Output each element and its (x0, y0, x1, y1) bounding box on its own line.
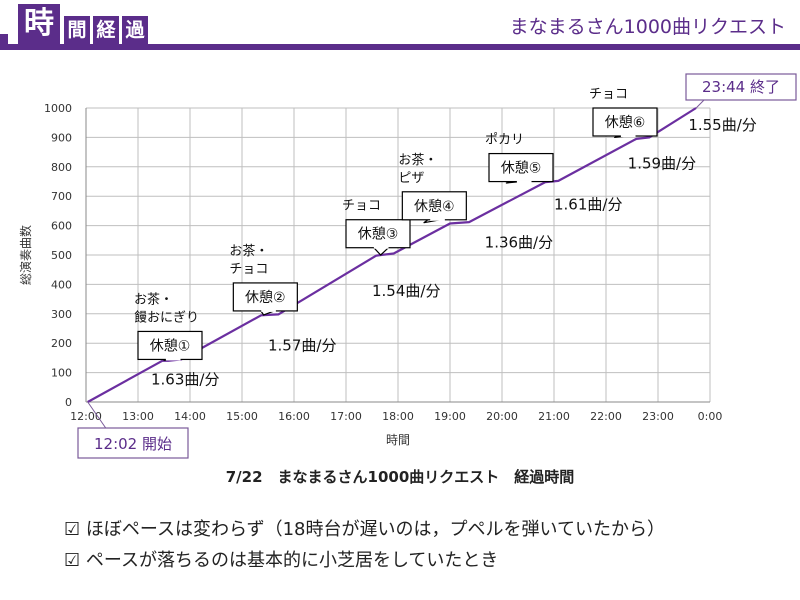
x-axis-label: 時間 (386, 433, 410, 447)
x-tick-label: 0:00 (698, 410, 723, 423)
rate-label: 1.54曲/分 (372, 282, 440, 300)
start-label: 12:02 開始 (94, 435, 172, 453)
callout-box (137, 330, 203, 361)
y-tick-label: 100 (51, 367, 72, 380)
header-tag (0, 34, 8, 44)
break-note: チョコ (229, 262, 268, 277)
y-tick-label: 500 (51, 249, 72, 262)
x-tick-label: 15:00 (226, 410, 258, 423)
break-note: チョコ (342, 199, 381, 214)
rate-label: 1.59曲/分 (628, 154, 696, 172)
chart-caption: 7/22 まなまるさん1000曲リクエスト 経過時間 (225, 468, 575, 486)
callout-box (232, 282, 298, 312)
rate-label: 1.63曲/分 (151, 370, 219, 388)
logo-char: 過 (122, 16, 148, 44)
y-tick-label: 1000 (44, 102, 72, 115)
logo-char: 間 (64, 16, 90, 44)
logo: 時 間 経 過 (18, 4, 148, 44)
break-note: ピザ (398, 171, 424, 186)
callout-box (401, 191, 467, 221)
break-label: 休憩③ (358, 226, 399, 243)
progress-chart: 0 100 200 300 400 500 600 700 800 900 1000 12:00 13:… (18, 73, 797, 459)
logo-sub: 間 経 過 (64, 16, 148, 44)
break-note: お茶・ (229, 243, 268, 259)
y-tick-label: 300 (51, 308, 72, 321)
logo-main: 時 (18, 4, 60, 44)
x-tick-label: 18:00 (382, 410, 414, 423)
y-tick-label: 0 (65, 396, 72, 409)
break-label: 休憩⑥ (605, 114, 646, 131)
rate-label: 1.57曲/分 (268, 337, 336, 355)
note-item: ☑ ペースが落ちるのは基本的に小芝居をしていたとき (64, 550, 499, 571)
start-box (77, 427, 189, 459)
y-axis-label: 総演奏曲数 (18, 225, 33, 285)
x-tick-label: 14:00 (174, 410, 206, 423)
callout-box (345, 219, 411, 249)
x-tick-label: 17:00 (330, 410, 362, 423)
rate-label: 1.61曲/分 (554, 195, 622, 213)
break-note: ポカリ (485, 133, 524, 148)
note-item: ☑ ほぼペースは変わらず（18時台が遅いのは，プペルを弾いていたから） (64, 519, 665, 540)
break-note: チョコ (589, 87, 628, 102)
x-tick-label: 21:00 (538, 410, 570, 423)
y-tick-label: 400 (51, 278, 72, 291)
callout-box (592, 107, 658, 137)
break-note: 饅おにぎり (134, 310, 199, 325)
break-label: 休憩② (245, 289, 286, 306)
y-tick-label: 700 (51, 190, 72, 203)
header: 時 間 経 過 まなまるさん1000曲リクエスト (0, 0, 800, 52)
logo-char: 経 (93, 16, 119, 44)
break-label: 休憩④ (414, 198, 455, 215)
x-tick-label: 12:00 (70, 410, 102, 423)
notes: ☑ ほぼペースは変わらず（18時台が遅いのは，プペルを弾いていたから） ☑ ペー… (64, 514, 665, 576)
y-tick-label: 600 (51, 220, 72, 233)
x-tick-label: 20:00 (486, 410, 518, 423)
break-label: 休憩⑤ (501, 160, 542, 177)
x-tick-label: 23:00 (642, 410, 674, 423)
header-bar (0, 44, 800, 50)
break-label: 休憩① (150, 337, 191, 354)
x-tick-label: 22:00 (590, 410, 622, 423)
start-leader (87, 401, 107, 429)
end-box (685, 73, 797, 101)
rate-label: 1.55曲/分 (688, 116, 756, 134)
callout-box (488, 152, 554, 183)
rate-label: 1.36曲/分 (485, 234, 553, 252)
break-note: お茶・ (398, 152, 437, 168)
x-tick-label: 13:00 (122, 410, 154, 423)
x-tick-label: 19:00 (434, 410, 466, 423)
header-title: まなまるさん1000曲リクエスト (509, 16, 786, 38)
y-tick-label: 200 (51, 337, 72, 350)
break-note: お茶・ (134, 291, 173, 307)
y-tick-label: 900 (51, 131, 72, 144)
end-label: 23:44 終了 (702, 78, 780, 96)
x-tick-label: 16:00 (278, 410, 310, 423)
y-tick-label: 800 (51, 161, 72, 174)
